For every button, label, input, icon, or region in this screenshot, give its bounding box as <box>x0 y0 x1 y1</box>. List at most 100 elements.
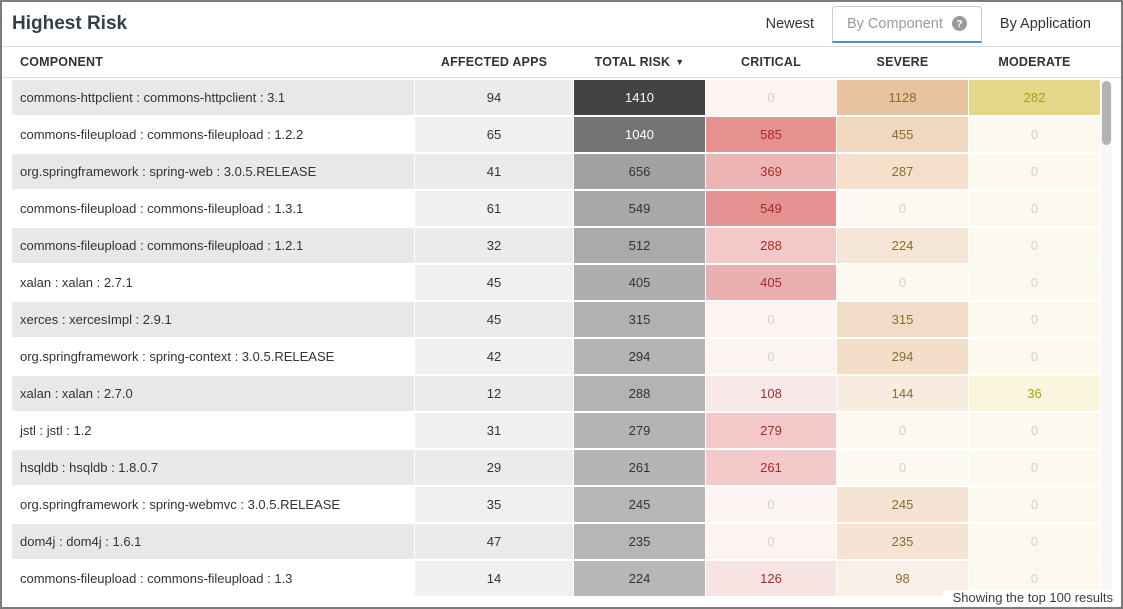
table-body: commons-httpclient : commons-httpclient … <box>2 78 1121 596</box>
view-tabs: Newest By Component ? By Application <box>748 2 1109 47</box>
table-row[interactable]: org.springframework : spring-webmvc : 3.… <box>12 487 1121 522</box>
severe-cell: 245 <box>837 487 968 522</box>
total-risk-cell: 261 <box>574 450 705 485</box>
total-risk-cell: 549 <box>574 191 705 226</box>
affected-apps-cell: 35 <box>415 487 573 522</box>
critical-cell: 585 <box>706 117 836 152</box>
table-row[interactable]: xerces : xercesImpl : 2.9.1 45 315 0 315 0 <box>12 302 1121 337</box>
moderate-cell: 0 <box>969 191 1100 226</box>
moderate-cell: 0 <box>969 339 1100 374</box>
table-row[interactable]: commons-httpclient : commons-httpclient … <box>12 80 1121 115</box>
table-row[interactable]: org.springframework : spring-web : 3.0.5… <box>12 154 1121 189</box>
moderate-cell: 0 <box>969 117 1100 152</box>
severe-cell: 315 <box>837 302 968 337</box>
affected-apps-cell: 45 <box>415 265 573 300</box>
table-row[interactable]: commons-fileupload : commons-fileupload … <box>12 117 1121 152</box>
affected-apps-cell: 61 <box>415 191 573 226</box>
moderate-cell: 0 <box>969 154 1100 189</box>
severe-cell: 144 <box>837 376 968 411</box>
severe-cell: 0 <box>837 265 968 300</box>
component-cell: org.springframework : spring-context : 3… <box>12 339 414 374</box>
moderate-cell: 0 <box>969 228 1100 263</box>
critical-cell: 126 <box>706 561 836 596</box>
component-cell: xalan : xalan : 2.7.0 <box>12 376 414 411</box>
component-cell: xalan : xalan : 2.7.1 <box>12 265 414 300</box>
severe-cell: 0 <box>837 450 968 485</box>
scrollbar-track[interactable] <box>1101 80 1112 597</box>
component-cell: commons-fileupload : commons-fileupload … <box>12 191 414 226</box>
severe-cell: 455 <box>837 117 968 152</box>
info-icon[interactable]: ? <box>951 16 967 31</box>
severe-cell: 0 <box>837 413 968 448</box>
affected-apps-cell: 29 <box>415 450 573 485</box>
tab-newest[interactable]: Newest <box>748 2 832 47</box>
table-row[interactable]: commons-fileupload : commons-fileupload … <box>12 228 1121 263</box>
component-cell: org.springframework : spring-web : 3.0.5… <box>12 154 414 189</box>
tab-by-application[interactable]: By Application <box>982 2 1109 47</box>
total-risk-cell: 656 <box>574 154 705 189</box>
component-cell: commons-fileupload : commons-fileupload … <box>12 117 414 152</box>
component-cell: org.springframework : spring-webmvc : 3.… <box>12 487 414 522</box>
total-risk-cell: 235 <box>574 524 705 559</box>
total-risk-cell: 294 <box>574 339 705 374</box>
table-row[interactable]: xalan : xalan : 2.7.1 45 405 405 0 0 <box>12 265 1121 300</box>
severe-cell: 294 <box>837 339 968 374</box>
critical-cell: 288 <box>706 228 836 263</box>
moderate-cell: 0 <box>969 487 1100 522</box>
critical-cell: 549 <box>706 191 836 226</box>
tab-by-application-label: By Application <box>999 16 1091 32</box>
column-header-component[interactable]: COMPONENT <box>20 55 104 69</box>
column-header-total-risk[interactable]: TOTAL RISK ▼ <box>574 55 705 69</box>
table-row[interactable]: jstl : jstl : 1.2 31 279 279 0 0 <box>12 413 1121 448</box>
moderate-cell: 0 <box>969 450 1100 485</box>
critical-cell: 0 <box>706 302 836 337</box>
critical-cell: 0 <box>706 339 836 374</box>
moderate-cell: 282 <box>969 80 1100 115</box>
total-risk-cell: 512 <box>574 228 705 263</box>
component-cell: commons-fileupload : commons-fileupload … <box>12 228 414 263</box>
column-header-critical[interactable]: CRITICAL <box>741 55 801 69</box>
affected-apps-cell: 65 <box>415 117 573 152</box>
tab-by-component[interactable]: By Component ? <box>831 5 982 43</box>
total-risk-cell: 1040 <box>574 117 705 152</box>
table-row[interactable]: org.springframework : spring-context : 3… <box>12 339 1121 374</box>
table-header-row: COMPONENT AFFECTED APPS TOTAL RISK ▼ CRIT… <box>2 47 1121 78</box>
affected-apps-cell: 94 <box>415 80 573 115</box>
total-risk-cell: 1410 <box>574 80 705 115</box>
affected-apps-cell: 14 <box>415 561 573 596</box>
table-row[interactable]: xalan : xalan : 2.7.0 12 288 108 144 36 <box>12 376 1121 411</box>
title-bar: Highest Risk Newest By Component ? By Ap… <box>2 2 1121 47</box>
total-risk-cell: 315 <box>574 302 705 337</box>
moderate-cell: 0 <box>969 413 1100 448</box>
table-row[interactable]: hsqldb : hsqldb : 1.8.0.7 29 261 261 0 0 <box>12 450 1121 485</box>
tab-by-component-label: By Component <box>846 15 943 32</box>
moderate-cell: 36 <box>969 376 1100 411</box>
critical-cell: 0 <box>706 487 836 522</box>
total-risk-cell: 405 <box>574 265 705 300</box>
severe-cell: 235 <box>837 524 968 559</box>
results-count-label: Showing the top 100 results <box>942 590 1113 607</box>
affected-apps-cell: 47 <box>415 524 573 559</box>
column-header-total-risk-label: TOTAL RISK <box>594 55 671 69</box>
total-risk-cell: 245 <box>574 487 705 522</box>
moderate-cell: 0 <box>969 524 1100 559</box>
column-header-affected-apps[interactable]: AFFECTED APPS <box>440 55 548 69</box>
severe-cell: 0 <box>837 191 968 226</box>
column-header-severe[interactable]: SEVERE <box>876 55 929 69</box>
scrollbar-thumb[interactable] <box>1102 81 1111 145</box>
component-cell: xerces : xercesImpl : 2.9.1 <box>12 302 414 337</box>
tab-newest-label: Newest <box>765 16 814 32</box>
affected-apps-cell: 42 <box>415 339 573 374</box>
affected-apps-cell: 41 <box>415 154 573 189</box>
severe-cell: 224 <box>837 228 968 263</box>
moderate-cell: 0 <box>969 265 1100 300</box>
critical-cell: 369 <box>706 154 836 189</box>
column-header-moderate[interactable]: MODERATE <box>998 55 1071 69</box>
affected-apps-cell: 45 <box>415 302 573 337</box>
table-row[interactable]: commons-fileupload : commons-fileupload … <box>12 191 1121 226</box>
critical-cell: 0 <box>706 80 836 115</box>
table-row[interactable]: dom4j : dom4j : 1.6.1 47 235 0 235 0 <box>12 524 1121 559</box>
total-risk-cell: 279 <box>574 413 705 448</box>
page-title: Highest Risk <box>12 13 128 34</box>
